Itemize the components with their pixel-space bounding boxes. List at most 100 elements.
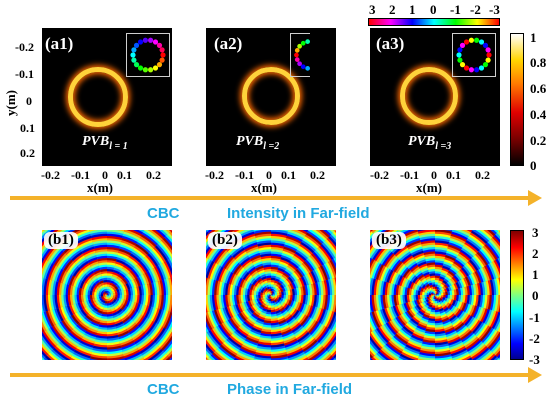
phase-colorbar-tick: -2 [529, 331, 540, 346]
intensity-colorbar-tick: 0.8 [530, 55, 547, 70]
phase-segment [435, 293, 437, 295]
intensity-colorbar-tick: 0.6 [530, 81, 547, 96]
x-tick: -0.1 [71, 168, 90, 182]
x-tick: 0 [102, 168, 108, 182]
phase-segment [105, 293, 107, 295]
phase-segment [433, 295, 435, 297]
phase-segment [105, 295, 107, 297]
phase-segment [107, 294, 109, 295]
x-tick: 0.2 [310, 168, 325, 182]
phase-colorbar-tick: -3 [529, 352, 540, 367]
pvb-sub: l = 1 [109, 140, 128, 152]
phase-dot [160, 52, 166, 58]
phase-dot [148, 37, 154, 43]
phase-dot [300, 40, 306, 46]
phase-segment [107, 295, 109, 297]
phase-colorbar-tick: 0 [532, 288, 539, 303]
y-tick: 0 [26, 94, 32, 108]
phase-dot [131, 57, 137, 63]
phase-colorbar-tick: -1 [529, 310, 540, 325]
phase-segment [107, 295, 109, 296]
phase-segment [435, 293, 437, 295]
intensity-panel-a3: (a3) PVBl =3 [370, 28, 500, 166]
phase-segment [435, 295, 436, 297]
x-tick: 0.2 [475, 168, 490, 182]
phase-segment [435, 295, 437, 297]
phase-segment [270, 295, 271, 297]
panel-label: (a1) [45, 34, 74, 53]
phase-dot [130, 52, 136, 58]
phase-scale-tick: -3 [489, 2, 500, 17]
y-tick: -0.2 [15, 40, 34, 54]
cbc-arrow-phase [10, 373, 530, 377]
phase-dot [482, 62, 489, 68]
y-tick: 0.2 [20, 146, 35, 160]
intensity-panel-a2-extension [310, 28, 336, 166]
phase-segment [433, 295, 435, 296]
phase-colorbar-tick: 3 [532, 225, 539, 240]
intensity-panel-a2: (a2) PVBl =2 [206, 28, 330, 166]
phase-segment [271, 295, 273, 296]
phase-segment [105, 293, 107, 295]
intensity-colorbar-tick: 0.4 [530, 107, 547, 122]
phase-segment [271, 295, 273, 297]
phase-segment [269, 293, 271, 295]
phase-dot [478, 39, 485, 45]
intensity-colorbar-tick: 0 [530, 158, 537, 173]
phase-segment [271, 293, 272, 295]
panel-label: (b3) [372, 232, 406, 249]
x-axis-title: x(m) [87, 180, 113, 195]
intensity-panel-a1: (a1) PVBl = 1 [42, 28, 172, 166]
phase-segment [105, 295, 107, 297]
pvb-label: PVBl =2 [236, 134, 279, 152]
phase-dot [456, 52, 462, 58]
phase-dot [474, 37, 480, 43]
phase-segment [434, 293, 435, 295]
x-tick: -0.2 [370, 168, 389, 182]
phase-dot [137, 65, 144, 71]
cbc-arrow-intensity [10, 196, 530, 200]
phase-segment [271, 293, 273, 295]
phase-segment [269, 293, 271, 295]
phase-dot [294, 52, 299, 58]
phase-scale-tick: -1 [450, 2, 461, 17]
phase-segment [106, 293, 107, 295]
phase-dot [305, 66, 310, 71]
phase-segment [269, 295, 271, 296]
phase-segment [271, 295, 272, 297]
caption-intensity: Intensity in Far-field [227, 205, 370, 222]
arrowhead [528, 367, 542, 383]
panel-label: (a3) [376, 34, 405, 53]
phase-dot [137, 39, 144, 45]
phase-dot [131, 47, 137, 53]
phase-dot [474, 67, 480, 73]
phase-segment [434, 295, 435, 297]
phase-dot [159, 57, 165, 63]
phase-segment [107, 293, 108, 295]
phase-segment [433, 293, 435, 295]
arrowhead [528, 190, 542, 206]
x-tick: 0 [431, 168, 437, 182]
phase-spiral [42, 230, 172, 360]
phase-dot [457, 57, 463, 63]
x-axis-title: x(m) [416, 180, 442, 195]
phase-dot [459, 62, 466, 68]
phase-dot [142, 67, 148, 73]
phase-dot [485, 57, 491, 63]
phase-dot [463, 65, 470, 71]
phase-segment [269, 294, 271, 295]
phase-dot [485, 47, 491, 53]
phase-dot [156, 62, 163, 68]
phase-dot [468, 37, 474, 43]
phase-panel-b2: (b2) [206, 230, 336, 360]
phase-segment [433, 293, 435, 295]
phase-colorbar-tick: 2 [532, 246, 539, 261]
phase-dot [156, 42, 163, 48]
intensity-colorbar [510, 33, 524, 166]
phase-segment [105, 294, 107, 295]
phase-dot [294, 48, 300, 53]
x-tick: -0.1 [400, 168, 419, 182]
phase-scale-tick: 0 [430, 2, 437, 17]
phase-segment [433, 294, 435, 295]
panel-label: (b2) [208, 232, 242, 249]
